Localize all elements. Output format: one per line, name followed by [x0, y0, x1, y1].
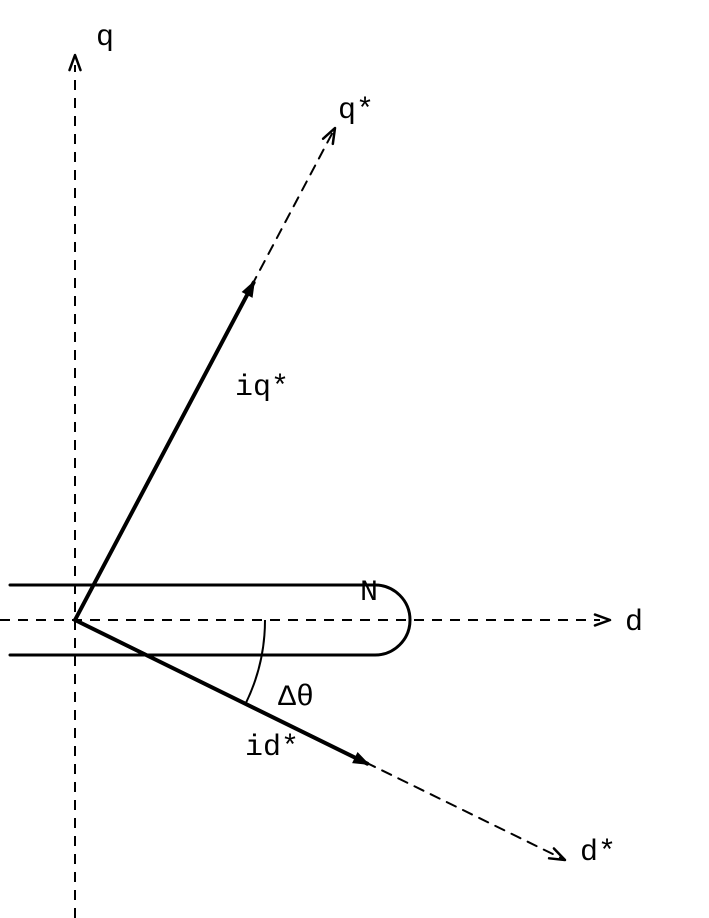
rotor-n-label: N — [360, 576, 378, 610]
q-star-axis-label: q* — [338, 94, 374, 128]
id-star-label: id* — [245, 731, 299, 765]
iq-star-label: iq* — [235, 371, 289, 405]
d-star-axis-label: d* — [580, 836, 616, 870]
d-axis-label: d — [625, 606, 643, 640]
delta-theta-label: Δθ — [278, 681, 314, 715]
diagram-background — [0, 0, 709, 918]
q-axis-label: q — [96, 21, 114, 55]
